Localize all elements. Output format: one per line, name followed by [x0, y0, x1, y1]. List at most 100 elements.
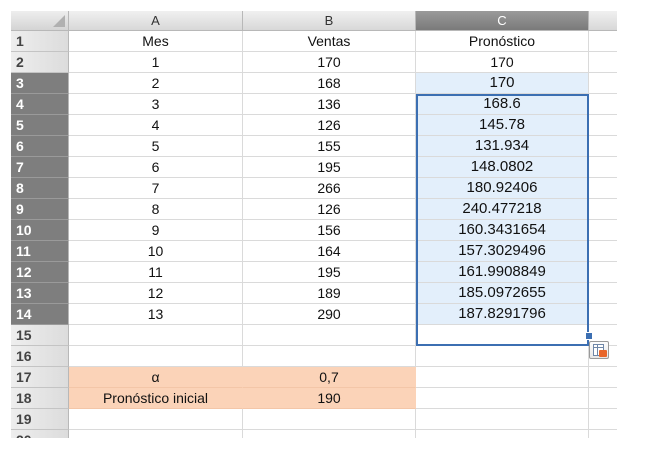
cell-a13[interactable]: 12	[69, 283, 243, 304]
cell-b15[interactable]	[243, 325, 416, 346]
cell-a3[interactable]: 2	[69, 73, 243, 94]
cell-a2[interactable]: 1	[69, 52, 243, 73]
cell-c18[interactable]	[416, 388, 589, 409]
row-header-19[interactable]: 19	[11, 409, 69, 430]
column-header-d[interactable]	[589, 11, 617, 31]
row-header-16[interactable]: 16	[11, 346, 69, 367]
column-header-b[interactable]: B	[243, 11, 416, 31]
cell-b6[interactable]: 155	[243, 136, 416, 157]
cell-b14[interactable]: 290	[243, 304, 416, 325]
cell-d7[interactable]	[589, 157, 617, 178]
cell-b18[interactable]: 190	[243, 388, 416, 409]
cell-a11[interactable]: 10	[69, 241, 243, 262]
cell-d3[interactable]	[589, 73, 617, 94]
cell-a4[interactable]: 3	[69, 94, 243, 115]
cell-b9[interactable]: 126	[243, 199, 416, 220]
cell-d12[interactable]	[589, 262, 617, 283]
row-header-13[interactable]: 13	[11, 283, 69, 304]
cell-d19[interactable]	[589, 409, 617, 430]
fill-handle[interactable]	[585, 332, 593, 340]
cell-c6[interactable]: 131.934	[416, 136, 589, 157]
cell-c12[interactable]: 161.9908849	[416, 262, 589, 283]
cell-a5[interactable]: 4	[69, 115, 243, 136]
row-header-4[interactable]: 4	[11, 94, 69, 115]
column-header-c[interactable]: C	[416, 11, 589, 31]
row-header-17[interactable]: 17	[11, 367, 69, 388]
cell-b1[interactable]: Ventas	[243, 31, 416, 52]
cell-d10[interactable]	[589, 220, 617, 241]
cell-b10[interactable]: 156	[243, 220, 416, 241]
row-header-5[interactable]: 5	[11, 115, 69, 136]
cell-c16[interactable]	[416, 346, 589, 367]
cell-d5[interactable]	[589, 115, 617, 136]
cell-a8[interactable]: 7	[69, 178, 243, 199]
cell-c20[interactable]	[416, 430, 589, 438]
cell-b13[interactable]: 189	[243, 283, 416, 304]
row-header-2[interactable]: 2	[11, 52, 69, 73]
cell-c9[interactable]: 240.477218	[416, 199, 589, 220]
cell-d16[interactable]	[589, 346, 617, 367]
cell-b19[interactable]	[243, 409, 416, 430]
cell-c5[interactable]: 145.78	[416, 115, 589, 136]
row-header-11[interactable]: 11	[11, 241, 69, 262]
cell-d17[interactable]	[589, 367, 617, 388]
cell-b7[interactable]: 195	[243, 157, 416, 178]
cell-d11[interactable]	[589, 241, 617, 262]
cell-c13[interactable]: 185.0972655	[416, 283, 589, 304]
row-header-3[interactable]: 3	[11, 73, 69, 94]
cell-a10[interactable]: 9	[69, 220, 243, 241]
cell-a17[interactable]: α	[69, 367, 243, 388]
cell-a6[interactable]: 5	[69, 136, 243, 157]
cell-a15[interactable]	[69, 325, 243, 346]
row-header-6[interactable]: 6	[11, 136, 69, 157]
row-header-14[interactable]: 14	[11, 304, 69, 325]
row-header-20[interactable]: 20	[11, 430, 69, 438]
cell-b8[interactable]: 266	[243, 178, 416, 199]
row-header-8[interactable]: 8	[11, 178, 69, 199]
cell-a16[interactable]	[69, 346, 243, 367]
cell-d14[interactable]	[589, 304, 617, 325]
cell-b3[interactable]: 168	[243, 73, 416, 94]
cell-a1[interactable]: Mes	[69, 31, 243, 52]
row-header-9[interactable]: 9	[11, 199, 69, 220]
cell-d2[interactable]	[589, 52, 617, 73]
cell-b11[interactable]: 164	[243, 241, 416, 262]
cell-c8[interactable]: 180.92406	[416, 178, 589, 199]
cell-d9[interactable]	[589, 199, 617, 220]
cell-d1[interactable]	[589, 31, 617, 52]
cell-a18[interactable]: Pronóstico inicial	[69, 388, 243, 409]
row-header-15[interactable]: 15	[11, 325, 69, 346]
cell-c17[interactable]	[416, 367, 589, 388]
cell-b5[interactable]: 126	[243, 115, 416, 136]
cell-d13[interactable]	[589, 283, 617, 304]
cell-b2[interactable]: 170	[243, 52, 416, 73]
cell-c1[interactable]: Pronóstico	[416, 31, 589, 52]
cell-d8[interactable]	[589, 178, 617, 199]
cell-c15[interactable]	[416, 325, 589, 346]
cell-a20[interactable]	[69, 430, 243, 438]
cell-d18[interactable]	[589, 388, 617, 409]
cell-b17[interactable]: 0,7	[243, 367, 416, 388]
column-header-a[interactable]: A	[69, 11, 243, 31]
cell-d6[interactable]	[589, 136, 617, 157]
cell-d4[interactable]	[589, 94, 617, 115]
cell-c2[interactable]: 170	[416, 52, 589, 73]
cell-c3[interactable]: 170	[416, 73, 589, 94]
cell-c4[interactable]: 168.6	[416, 94, 589, 115]
cell-b20[interactable]	[243, 430, 416, 438]
row-header-1[interactable]: 1	[11, 31, 69, 52]
select-all-corner[interactable]	[11, 11, 69, 31]
cell-a7[interactable]: 6	[69, 157, 243, 178]
cell-d20[interactable]	[589, 430, 617, 438]
autofill-options-button[interactable]	[589, 341, 609, 359]
spreadsheet-grid[interactable]: A B C 1 Mes Ventas Pronóstico 2 1 170 170 3 2 168 170 4…	[11, 11, 617, 438]
cell-a9[interactable]: 8	[69, 199, 243, 220]
cell-c11[interactable]: 157.3029496	[416, 241, 589, 262]
cell-b16[interactable]	[243, 346, 416, 367]
row-header-12[interactable]: 12	[11, 262, 69, 283]
cell-c19[interactable]	[416, 409, 589, 430]
cell-c14[interactable]: 187.8291796	[416, 304, 589, 325]
cell-a19[interactable]	[69, 409, 243, 430]
cell-b12[interactable]: 195	[243, 262, 416, 283]
row-header-7[interactable]: 7	[11, 157, 69, 178]
